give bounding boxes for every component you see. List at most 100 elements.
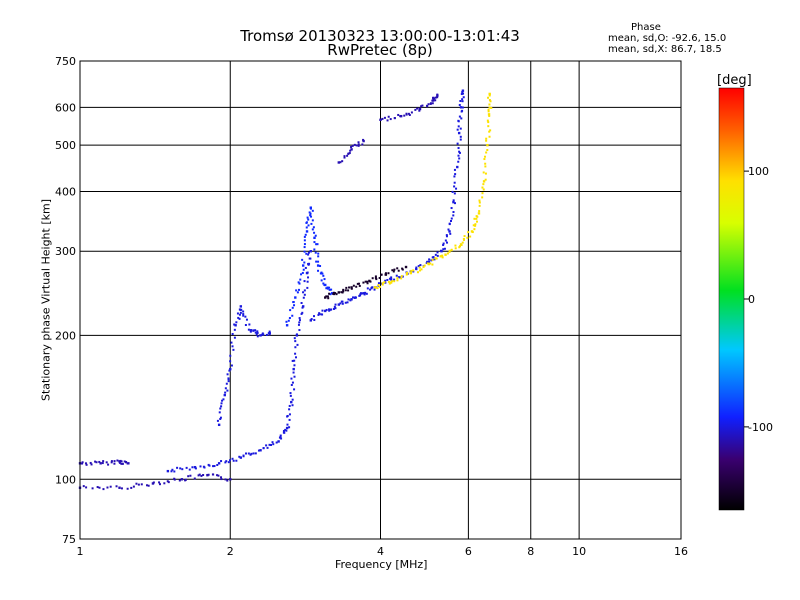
- data-point: [353, 143, 356, 146]
- data-point: [332, 291, 335, 294]
- data-point: [321, 272, 324, 275]
- data-point: [265, 444, 268, 447]
- data-point: [304, 266, 307, 269]
- data-point: [475, 217, 478, 220]
- data-point: [220, 402, 223, 405]
- data-point: [292, 367, 295, 371]
- data-point: [442, 248, 445, 251]
- data-point: [307, 224, 310, 227]
- data-point: [348, 286, 351, 289]
- data-point: [82, 485, 85, 488]
- data-point: [452, 210, 455, 213]
- data-point: [121, 462, 124, 465]
- data-point: [173, 477, 176, 480]
- data-point: [363, 293, 366, 296]
- data-point: [436, 254, 439, 257]
- data-point: [397, 269, 400, 272]
- y-tick-label: 400: [55, 185, 76, 198]
- data-point: [459, 127, 462, 130]
- data-point: [481, 192, 484, 195]
- data-point: [293, 359, 296, 362]
- data-point: [431, 263, 434, 266]
- data-point: [397, 113, 400, 116]
- data-point: [432, 256, 435, 259]
- data-point: [386, 278, 389, 281]
- data-point: [233, 336, 236, 339]
- data-point: [187, 475, 190, 478]
- data-point: [376, 287, 379, 290]
- data-point: [396, 277, 399, 280]
- data-point: [298, 282, 301, 285]
- data-point: [297, 281, 300, 284]
- data-point: [316, 264, 320, 267]
- data-point: [236, 312, 239, 315]
- data-point: [237, 316, 240, 319]
- data-point: [288, 426, 291, 429]
- data-point: [359, 292, 362, 295]
- data-point: [272, 443, 275, 446]
- data-point: [286, 414, 289, 417]
- data-point: [343, 155, 346, 158]
- data-point: [220, 460, 223, 463]
- data-point: [377, 282, 380, 285]
- data-point: [291, 381, 294, 384]
- data-point: [334, 303, 337, 306]
- data-point: [478, 204, 481, 207]
- data-point: [323, 278, 326, 281]
- data-point: [239, 456, 243, 459]
- data-point: [229, 367, 232, 371]
- data-point: [176, 466, 179, 469]
- y-tick-label: 300: [55, 245, 76, 258]
- data-point: [265, 333, 268, 336]
- data-point: [436, 96, 439, 99]
- data-point: [364, 291, 367, 294]
- data-point: [473, 228, 476, 231]
- data-point: [224, 387, 227, 390]
- data-point: [487, 113, 491, 116]
- data-point: [375, 278, 378, 281]
- data-point: [457, 154, 460, 157]
- data-point: [301, 264, 305, 267]
- data-point: [426, 262, 429, 265]
- data-point: [322, 282, 325, 285]
- data-point: [350, 148, 353, 151]
- data-point: [368, 279, 371, 283]
- data-point: [484, 162, 487, 165]
- data-point: [249, 330, 252, 333]
- data-point: [355, 144, 358, 147]
- data-point: [303, 261, 306, 264]
- data-point: [98, 460, 101, 463]
- data-point: [307, 262, 310, 265]
- data-point: [296, 291, 299, 294]
- data-point: [118, 461, 121, 464]
- colorbar-label: [deg]: [717, 73, 752, 88]
- data-point: [181, 468, 184, 471]
- data-point: [307, 253, 310, 256]
- data-point: [462, 237, 465, 240]
- data-point: [458, 157, 461, 160]
- data-point: [302, 291, 305, 294]
- data-point: [453, 168, 456, 171]
- data-point: [449, 232, 452, 235]
- data-point: [357, 143, 360, 146]
- data-point: [386, 119, 389, 122]
- data-point: [389, 281, 393, 284]
- data-point: [217, 423, 221, 427]
- data-point: [230, 341, 233, 344]
- data-point: [211, 473, 214, 476]
- data-point: [434, 257, 437, 260]
- data-point: [184, 478, 187, 481]
- data-point: [383, 281, 386, 284]
- data-point: [279, 434, 282, 437]
- data-point: [303, 289, 306, 292]
- x-tick-label: 8: [527, 545, 534, 558]
- data-point: [282, 429, 285, 432]
- data-point: [197, 474, 200, 477]
- data-point: [226, 479, 229, 482]
- data-point: [379, 118, 382, 122]
- data-point: [116, 459, 119, 462]
- data-point: [239, 311, 242, 314]
- data-point: [429, 262, 432, 265]
- data-point: [330, 308, 333, 311]
- data-point: [356, 282, 359, 285]
